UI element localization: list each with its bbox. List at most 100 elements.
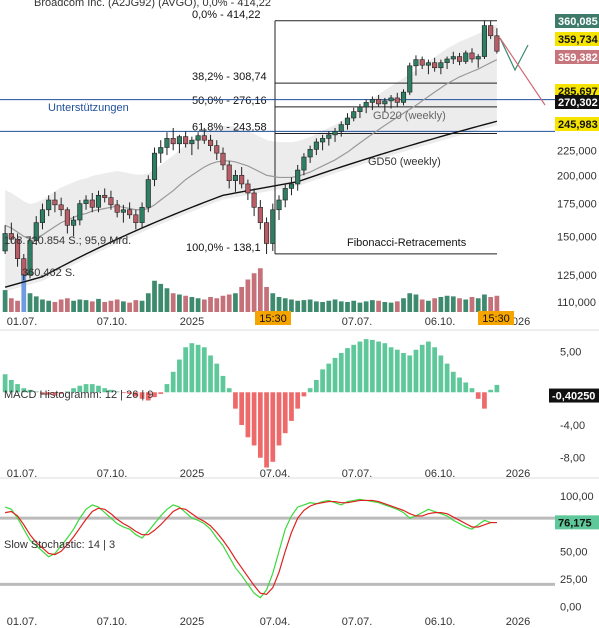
volume-bar	[102, 302, 108, 312]
volume-mid-label: 360.462 S.	[22, 267, 75, 279]
volume-bar	[407, 293, 413, 312]
macd-bar	[488, 389, 494, 393]
candle-body	[201, 135, 207, 141]
macd-bar	[83, 384, 89, 393]
time-badge	[255, 311, 291, 325]
candle-body	[338, 124, 344, 132]
macd-bar	[71, 388, 76, 393]
candle-body	[363, 102, 369, 108]
candle-body	[170, 138, 176, 145]
volume-bar	[201, 299, 207, 312]
macd-bar	[89, 384, 95, 393]
macd-bar	[326, 363, 332, 393]
stochastic-title: Slow Stochastic: 14 | 3	[4, 539, 115, 551]
macd-bar	[401, 353, 406, 393]
candle-body	[488, 25, 494, 37]
candle-body	[27, 240, 33, 276]
macd-bar	[313, 380, 319, 393]
stochastic-tick-label: 25,00	[560, 574, 588, 586]
x-tick-label: 2025	[180, 468, 204, 480]
macd-bar	[177, 359, 182, 393]
x-tick-label: 07.04.	[260, 468, 291, 480]
macd-bar	[127, 392, 132, 394]
macd-bar	[8, 380, 14, 393]
price-tick-label: 110,000	[557, 297, 596, 309]
volume-bar	[494, 295, 500, 312]
candle-body	[15, 238, 21, 259]
candle-body	[444, 58, 450, 64]
volume-bar	[482, 294, 487, 312]
volume-bar	[40, 299, 45, 312]
macd-bar	[195, 344, 201, 393]
time-badge	[478, 311, 514, 325]
macd-bar	[257, 392, 263, 458]
volume-bar	[475, 298, 481, 312]
macd-bar	[320, 369, 325, 393]
candle-body	[313, 141, 319, 150]
volume-bar	[338, 301, 344, 312]
candle-body	[344, 117, 351, 125]
candle-body	[326, 134, 332, 139]
candle-body	[245, 183, 251, 194]
volume-bar	[15, 300, 20, 312]
macd-bar	[388, 347, 394, 393]
x-tick-label: 07.10.	[97, 468, 128, 480]
candle-body	[151, 152, 158, 180]
fibonacci-label: Fibonacci-Retracements	[347, 237, 467, 249]
volume-bar	[376, 300, 381, 312]
candle-body	[89, 199, 95, 208]
candle-body	[145, 179, 151, 208]
macd-bar	[77, 385, 83, 393]
macd-bar	[145, 392, 151, 401]
macd-bar	[170, 371, 176, 393]
macd-badge-text: -0,40250	[552, 391, 595, 403]
x-tick-label: 07.07.	[342, 468, 373, 480]
candle-body	[232, 174, 238, 181]
x-tick-label: 01.07.	[7, 616, 38, 628]
volume-bar	[444, 295, 450, 312]
x-tick-label: 2026	[506, 468, 530, 480]
macd-bar	[226, 388, 232, 393]
volume-bar	[58, 299, 64, 312]
x-tick-label: 01.07.	[7, 468, 38, 480]
candle-body	[475, 56, 481, 60]
macd-bar	[407, 355, 413, 393]
price-badge-text: 359,382	[558, 52, 598, 64]
volume-bar	[21, 262, 27, 312]
candle-body	[8, 233, 14, 240]
candle-body	[494, 35, 500, 52]
candle-body	[270, 209, 276, 244]
volume-bar	[189, 297, 195, 312]
macd-bar	[295, 392, 301, 409]
gd50-line	[4, 120, 498, 288]
x-tick-label: 06.10.	[425, 616, 456, 628]
candle-body	[388, 97, 394, 102]
fibonacci-level-label: 61,8% - 243,58	[192, 121, 267, 133]
volume-bar	[33, 296, 39, 312]
fibonacci-level-label: 100,0% - 138,1	[186, 242, 261, 254]
candle-body	[46, 199, 52, 211]
macd-bar	[264, 392, 269, 468]
macd-bar	[426, 341, 431, 393]
macd-bar	[139, 392, 145, 399]
candle-body	[419, 59, 425, 66]
volume-bar	[195, 298, 201, 312]
x-tick-label: 2025	[180, 316, 204, 328]
macd-bar	[301, 392, 307, 397]
volume-bar	[170, 293, 176, 312]
gd20-line	[4, 59, 498, 240]
candle-body	[332, 131, 338, 136]
macd-bar	[58, 392, 64, 394]
volume-bar	[264, 287, 269, 312]
candle-body	[251, 192, 257, 208]
macd-bar	[419, 344, 425, 393]
volume-bar	[46, 300, 52, 312]
price-badge-text: 245,983	[558, 119, 598, 131]
volume-bar	[307, 299, 313, 312]
chart-title: Broadcom Inc. (A2JG92) (AVGO), 0,0% - 41…	[34, 0, 271, 9]
stochastic-k-line	[4, 498, 497, 599]
projection-down	[499, 37, 546, 106]
macd-bar	[345, 348, 350, 393]
x-tick-label: 07.10.	[97, 316, 128, 328]
